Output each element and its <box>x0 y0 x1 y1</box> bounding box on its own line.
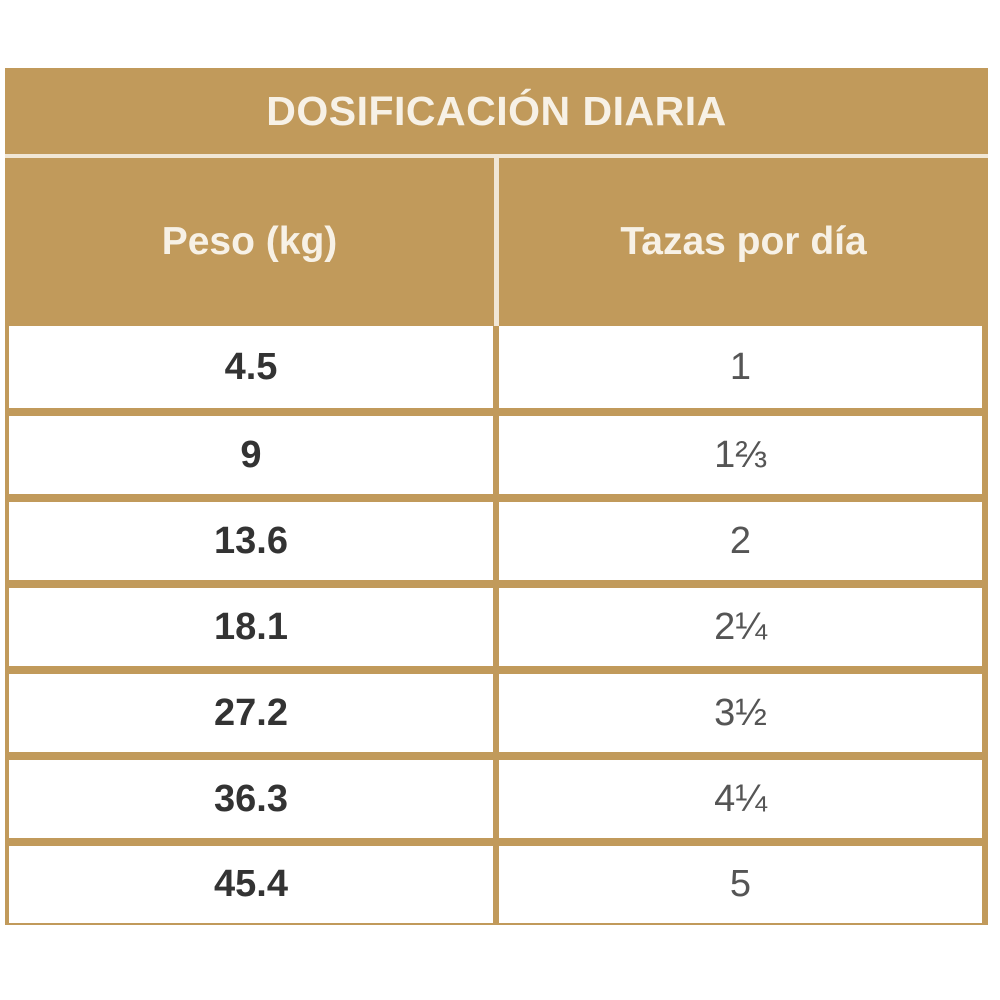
weight-cell: 45.4 <box>9 846 493 923</box>
dosage-table: DOSIFICACIÓN DIARIA Peso (kg) Tazas por … <box>5 68 988 925</box>
weight-cell: 9 <box>9 416 493 494</box>
table-row: 27.2 3½ <box>5 670 988 756</box>
header-column-divider <box>494 158 499 326</box>
cups-cell: 1⅔ <box>499 416 982 494</box>
header-weight: Peso (kg) <box>161 220 338 263</box>
weight-cell: 27.2 <box>9 674 493 752</box>
cups-cell: 5 <box>499 846 982 923</box>
title-divider <box>5 154 988 158</box>
cups-cell: 2 <box>499 502 982 580</box>
table-row: 13.6 2 <box>5 498 988 584</box>
weight-cell: 36.3 <box>9 760 493 838</box>
table-row: 36.3 4¼ <box>5 756 988 842</box>
cups-cell: 4¼ <box>499 760 982 838</box>
table-header-row: Peso (kg) Tazas por día <box>5 158 988 326</box>
table-row: 9 1⅔ <box>5 412 988 498</box>
cups-cell: 2¼ <box>499 588 982 666</box>
table-title: DOSIFICACIÓN DIARIA <box>266 87 727 134</box>
table-row: 45.4 5 <box>5 842 988 928</box>
table-row: 18.1 2¼ <box>5 584 988 670</box>
weight-cell: 4.5 <box>9 326 493 408</box>
table-row: 4.5 1 <box>5 326 988 412</box>
weight-cell: 18.1 <box>9 588 493 666</box>
header-cups-per-day: Tazas por día <box>620 220 867 263</box>
cups-cell: 3½ <box>499 674 982 752</box>
cups-cell: 1 <box>499 326 982 408</box>
table-body: 4.5 1 9 1⅔ 13.6 2 18.1 2¼ 27.2 3½ 36.3 4… <box>5 326 988 928</box>
weight-cell: 13.6 <box>9 502 493 580</box>
